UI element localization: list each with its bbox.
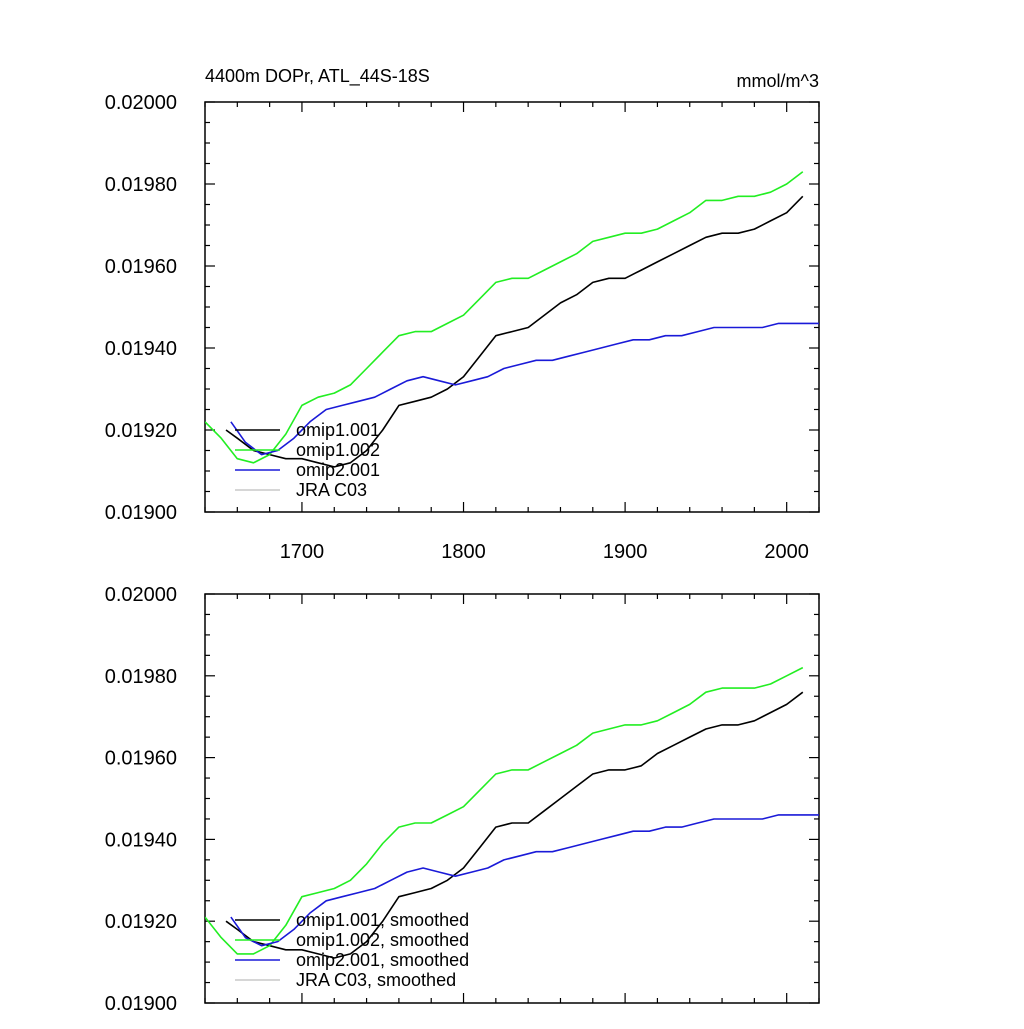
chart-panel-1: 0.02000 0.01980 0.01960 0.01940 0.01920 0.019… [105,66,820,563]
legend-label-3: omip2.001 [296,460,380,480]
y-tick-label: 0.01940 [105,338,177,360]
chart-title: 4400m DOPr, ATL_44S-18S [205,66,430,87]
x-tick-label: 2000 [764,541,809,563]
legend-label-1: omip1.001, smoothed [296,910,469,930]
y-tick-label: 0.01980 [105,174,177,196]
y-tick-label: 0.01900 [105,502,177,524]
series-line-1 [225,195,804,468]
series-line-1 [225,691,804,959]
legend-label-3: omip2.001, smoothed [296,950,469,970]
x-tick-label: 1800 [441,541,486,563]
series-line-3 [230,814,819,947]
y-tick-label: 0.01940 [105,829,177,851]
y-tick-label: 0.02000 [105,92,177,114]
series-line-3 [230,322,819,456]
y-tick-label: 0.01960 [105,256,177,278]
legend-label-2: omip1.002 [296,440,380,460]
legend-label-4: JRA C03 [296,480,367,500]
legend-label-4: JRA C03, smoothed [296,970,456,990]
y-tick-label: 0.01980 [105,666,177,688]
y-tick-label: 0.01920 [105,911,177,933]
y-tick-label: 0.01960 [105,748,177,770]
chart-units: mmol/m^3 [737,71,819,91]
x-tick-label: 1900 [603,541,648,563]
legend-label-1: omip1.001 [296,420,380,440]
series-line-2 [205,171,804,464]
y-tick-label: 0.02000 [105,584,177,606]
legend-label-2: omip1.002, smoothed [296,930,469,950]
y-tick-label: 0.01920 [105,420,177,442]
y-tick-label: 0.01900 [105,993,177,1015]
chart-panel-2: 0.02000 0.01980 0.01960 0.01940 0.01920 0.019… [105,584,820,1015]
series-line-2 [205,666,804,955]
x-tick-label: 1700 [280,541,325,563]
